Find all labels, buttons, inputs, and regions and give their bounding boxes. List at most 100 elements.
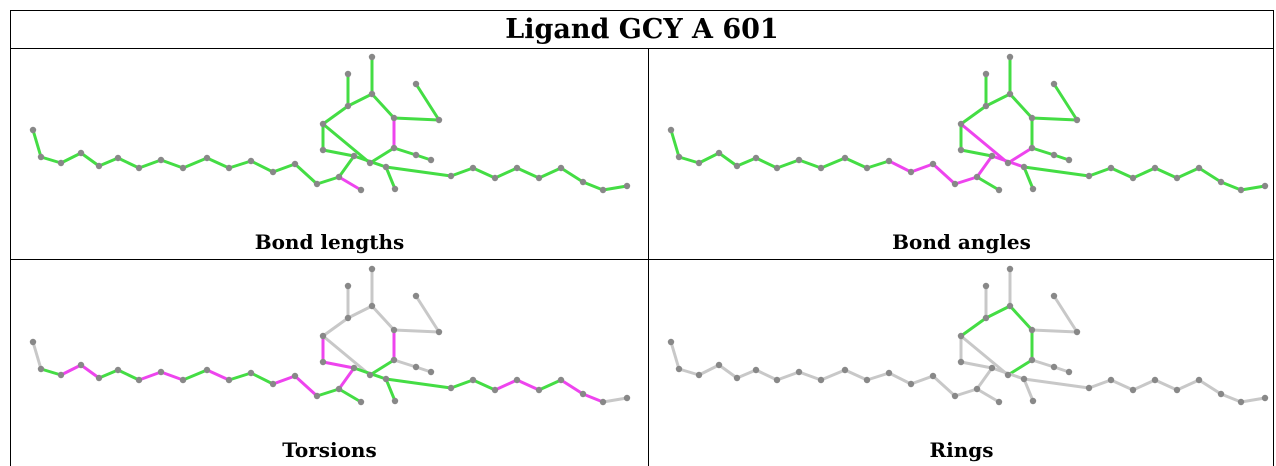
atom <box>368 53 376 61</box>
bond <box>754 368 779 382</box>
atom <box>1261 394 1269 402</box>
atom <box>535 174 543 182</box>
atom <box>885 157 893 165</box>
bond <box>337 154 356 179</box>
atom <box>412 80 420 88</box>
atom <box>1151 376 1159 384</box>
atom <box>319 146 327 154</box>
atom <box>982 282 990 290</box>
atom <box>929 372 937 380</box>
bond <box>249 159 275 174</box>
bond <box>1022 377 1035 403</box>
atom <box>469 376 477 384</box>
bond <box>819 156 847 170</box>
atom <box>77 361 85 369</box>
bond <box>1052 82 1079 122</box>
atom <box>1006 302 1014 310</box>
bond <box>205 368 231 382</box>
bond <box>59 363 83 377</box>
atom <box>291 372 299 380</box>
atom <box>247 369 255 377</box>
panel-torsions: Torsions <box>11 260 648 466</box>
bond <box>775 370 801 382</box>
bond <box>227 159 253 170</box>
atom <box>57 371 65 379</box>
atom <box>390 356 398 364</box>
atom <box>29 338 37 346</box>
atom <box>157 156 165 164</box>
atom <box>1073 116 1081 124</box>
molecule-bond-lengths <box>29 53 631 194</box>
atom <box>907 168 915 176</box>
bond <box>581 180 605 192</box>
atom <box>382 163 390 171</box>
bond <box>384 377 397 403</box>
bond <box>321 148 356 158</box>
atom <box>513 376 521 384</box>
atom <box>795 368 803 376</box>
row-divider <box>10 259 1274 260</box>
bond <box>1030 116 1079 122</box>
atom <box>675 365 683 373</box>
bond <box>293 374 319 398</box>
atom <box>366 371 374 379</box>
bond <box>1109 378 1135 392</box>
atom <box>817 164 825 172</box>
atom <box>1006 265 1014 273</box>
atom <box>269 380 277 388</box>
atom <box>1050 292 1058 300</box>
atom <box>1050 80 1058 88</box>
atom <box>773 376 781 384</box>
atom <box>667 338 675 346</box>
atom <box>179 164 187 172</box>
bond <box>368 146 396 165</box>
atom <box>357 186 365 194</box>
molecule-rings <box>667 265 1269 406</box>
atom <box>579 178 587 186</box>
bond <box>1239 396 1267 404</box>
bond <box>384 165 397 191</box>
bond <box>843 156 869 170</box>
bond <box>97 156 120 168</box>
bond <box>346 92 374 108</box>
atom <box>313 180 321 188</box>
bond <box>887 371 913 386</box>
atom <box>535 386 543 394</box>
atom <box>37 365 45 373</box>
atom <box>1107 164 1115 172</box>
atom <box>135 164 143 172</box>
bond <box>392 328 441 334</box>
bond <box>249 371 275 386</box>
atom <box>579 390 587 398</box>
bond <box>953 175 979 186</box>
atom <box>427 368 435 376</box>
atom <box>733 162 741 170</box>
atom <box>37 153 45 161</box>
bond <box>775 158 801 170</box>
bond <box>669 340 681 371</box>
atom <box>29 126 37 134</box>
bond <box>1197 378 1223 396</box>
bond <box>975 366 994 391</box>
atom <box>863 376 871 384</box>
bond <box>414 294 441 334</box>
atom <box>841 154 849 162</box>
bond <box>227 371 253 382</box>
atom <box>390 144 398 152</box>
table-frame <box>10 10 1274 466</box>
bond <box>1239 184 1267 192</box>
atom <box>982 314 990 322</box>
bond <box>1008 92 1034 120</box>
ligand-title: Ligand GCY A 601 <box>10 10 1274 49</box>
atom <box>390 326 398 334</box>
atom <box>335 173 343 181</box>
bond <box>337 366 356 391</box>
atom <box>225 376 233 384</box>
bond <box>39 367 63 377</box>
atom <box>95 162 103 170</box>
atom <box>715 149 723 157</box>
bond <box>735 368 758 380</box>
bond <box>449 378 475 390</box>
bond <box>669 128 681 159</box>
atom <box>469 164 477 172</box>
